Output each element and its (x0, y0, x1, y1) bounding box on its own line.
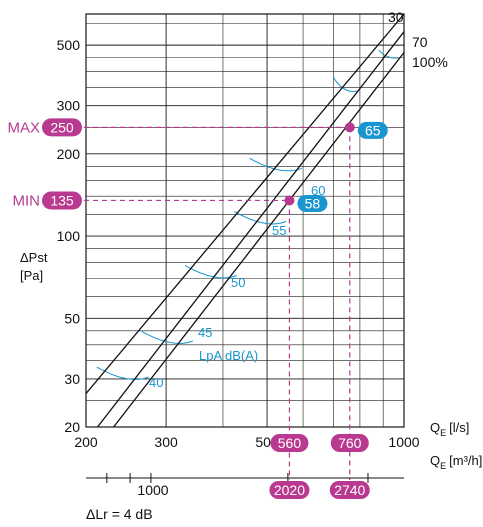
sound-arc (233, 211, 287, 225)
operating-markers: MIN 135 58 560 2020 MAX 250 65 760 2740 (7, 118, 388, 499)
min-flow-ls-text: 560 (278, 435, 302, 451)
sound-level-curves (96, 49, 401, 380)
max-pressure-pill (42, 118, 82, 137)
y-tick-label: 500 (57, 37, 81, 53)
chart-grid (85, 13, 405, 428)
fan-curve-30 (85, 13, 405, 395)
y-tick-label: 100 (57, 228, 81, 244)
sound-label-50: 50 (231, 275, 245, 290)
min-flow-m3h-text: 2020 (274, 482, 305, 498)
x-bottom-label: QE [m³/h] (430, 453, 482, 471)
max-pressure-text: 250 (50, 119, 74, 135)
min-pressure-text: 135 (50, 192, 74, 208)
sound-arc (184, 264, 238, 279)
sound-arc (378, 49, 401, 59)
series-label-100: 100% (412, 54, 448, 70)
min-sound-text: 58 (305, 195, 321, 211)
y-tick-label: 20 (64, 419, 80, 435)
series-label-30: 30 (388, 9, 404, 25)
x-tick-label: 300 (154, 434, 178, 450)
fan-curves (85, 13, 405, 428)
max-label: MAX (7, 119, 40, 136)
min-flow-ls-pill (270, 434, 309, 452)
y-tick-label: 300 (57, 98, 81, 114)
fan-curve-70 (96, 31, 405, 428)
min-flow-m3h-pill (269, 481, 310, 499)
x-tick-label: 200 (74, 434, 98, 450)
y-tick-label: 50 (64, 310, 80, 326)
y-axis-label: ΔPst (20, 250, 48, 265)
series-label-70: 70 (412, 34, 428, 50)
operating-guides (84, 126, 351, 480)
y-axis-unit: [Pa] (20, 268, 43, 283)
min-point (284, 195, 295, 206)
sound-caption: LpA dB(A) (199, 348, 258, 363)
sound-label-45: 45 (198, 325, 212, 340)
footnote: ΔLr = 4 dB (86, 506, 153, 522)
x-tick-label: 1000 (388, 434, 419, 450)
max-flow-ls-pill (330, 434, 369, 452)
x-bottom-tick-1000: 1000 (137, 482, 168, 498)
sound-label-40: 40 (149, 375, 163, 390)
y-tick-label: 30 (64, 371, 80, 387)
max-flow-m3h-pill (329, 481, 370, 499)
max-flow-ls-text: 760 (338, 435, 362, 451)
sound-arc (249, 157, 302, 172)
max-sound-text: 65 (365, 122, 381, 138)
max-flow-m3h-text: 2740 (334, 482, 365, 498)
sound-label-60: 60 (311, 183, 325, 198)
sound-label-55: 55 (272, 223, 286, 238)
sound-arc (140, 330, 194, 344)
min-label: MIN (13, 192, 41, 209)
min-sound-pill (297, 194, 328, 212)
min-pressure-pill (42, 191, 82, 210)
sound-arc (96, 366, 149, 380)
max-sound-pill (357, 121, 388, 139)
fan-curve-100 (113, 52, 405, 428)
y-tick-label: 200 (57, 146, 81, 162)
max-point (344, 122, 355, 133)
plot-frame (85, 13, 405, 428)
sound-arc (333, 77, 358, 92)
x-top-label: QE [l/s] (430, 420, 469, 438)
